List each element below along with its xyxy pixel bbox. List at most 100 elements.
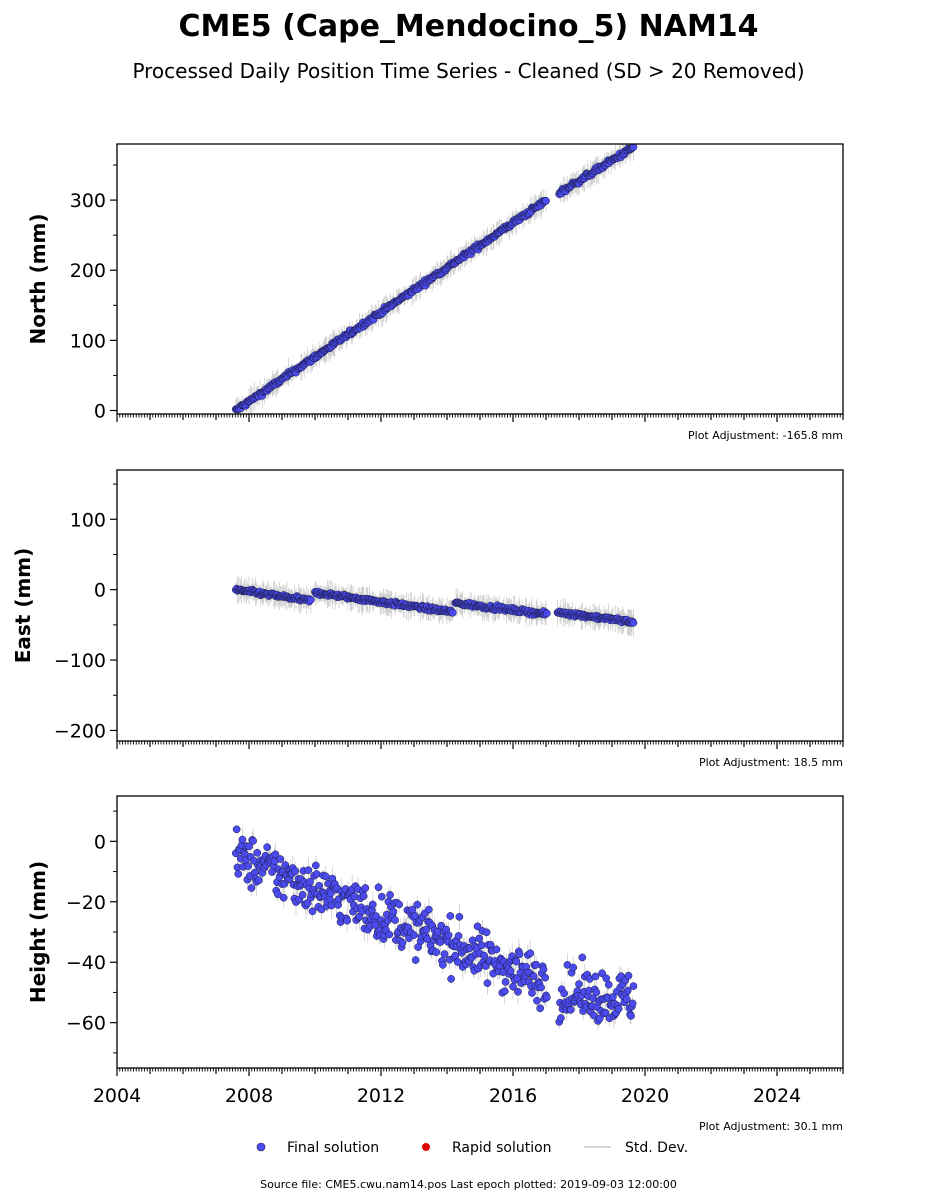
- x-tick-label: 2016: [489, 1085, 537, 1107]
- north-panel: 0 100 200 300 North (mm) Plot Adjustment: -16…: [26, 143, 844, 442]
- final-solution-point: [533, 996, 541, 1005]
- final-solution-point: [255, 876, 263, 885]
- plot-area: [231, 575, 638, 637]
- final-solution-point: [536, 1004, 545, 1013]
- final-solution-point: [578, 953, 587, 962]
- final-solution-point: [480, 951, 488, 960]
- final-solution-point: [377, 892, 386, 901]
- final-solution-point: [311, 861, 320, 870]
- final-solution-point: [307, 595, 315, 604]
- final-solution-point: [386, 891, 394, 899]
- final-solution-point: [268, 868, 276, 876]
- x-tick-label: 2024: [753, 1085, 801, 1107]
- final-solution-point: [448, 608, 457, 617]
- final-solution-point: [566, 1005, 575, 1014]
- y-tick-label: −200: [54, 720, 106, 742]
- final-solution-point: [276, 855, 285, 863]
- final-solution-point: [279, 893, 288, 902]
- final-solution-point: [542, 993, 551, 1002]
- y-tick-label: −20: [66, 892, 106, 914]
- plot-area: [231, 825, 638, 1030]
- final-solution-point: [413, 900, 422, 909]
- final-solution-point: [482, 928, 491, 937]
- figure-subtitle: Processed Daily Position Time Series - C…: [132, 59, 804, 83]
- final-solution-point: [439, 961, 447, 969]
- final-solution-point: [298, 890, 307, 899]
- y-tick-label: 100: [70, 509, 106, 531]
- final-solution-point: [440, 950, 449, 958]
- x-tick-label: 2004: [93, 1085, 141, 1107]
- final-solution-point: [532, 960, 540, 969]
- final-solution-point: [575, 980, 583, 988]
- final-solution-point: [447, 975, 455, 983]
- final-solution-point: [628, 999, 637, 1008]
- x-tick-label: 2012: [357, 1085, 405, 1107]
- final-solution-point: [592, 988, 601, 997]
- final-solution-point: [361, 884, 370, 892]
- final-solution-point: [398, 938, 407, 947]
- final-solution-point: [312, 870, 321, 878]
- final-solution-point: [526, 949, 535, 958]
- final-solution-point: [604, 980, 613, 989]
- final-solution-point: [372, 912, 380, 920]
- final-solution-point: [395, 900, 403, 909]
- y-tick-label: −100: [54, 650, 106, 672]
- final-solution-point: [315, 881, 323, 890]
- final-solution-point: [249, 837, 257, 845]
- final-solution-point: [614, 1005, 623, 1013]
- final-solution-point: [321, 872, 330, 881]
- final-solution-point: [591, 972, 600, 981]
- plot-area: [231, 144, 638, 414]
- y-tick-label: −40: [66, 952, 106, 974]
- final-solution-point: [602, 974, 611, 983]
- final-solution-point: [410, 931, 418, 939]
- final-solution-point: [423, 935, 432, 943]
- final-solution-point: [368, 900, 377, 909]
- final-solution-point: [483, 979, 492, 987]
- final-solution-point: [595, 1014, 604, 1023]
- final-solution-point: [529, 972, 538, 981]
- final-solution-point: [446, 912, 455, 920]
- final-solution-point: [455, 912, 464, 921]
- final-solution-point: [425, 905, 433, 914]
- final-solution-point: [304, 866, 313, 874]
- final-solution-point: [560, 989, 569, 998]
- east-panel: −200 −100 0 100 East (mm) Plot Adjustment: 18…: [11, 469, 844, 769]
- final-solution-point: [528, 989, 536, 997]
- final-solution-point: [389, 907, 398, 916]
- final-solution-point: [444, 931, 453, 940]
- final-solution-point: [475, 934, 484, 943]
- x-tick-label: 2020: [621, 1085, 669, 1107]
- final-solution-point: [629, 144, 638, 151]
- y-tick-label: 200: [70, 260, 106, 282]
- final-solution-point: [271, 850, 280, 859]
- final-solution-point: [244, 862, 253, 870]
- final-solution-point: [500, 987, 509, 996]
- y-tick-label: −60: [66, 1013, 106, 1035]
- final-solution-point: [454, 932, 463, 940]
- legend-rapid-label: Rapid solution: [452, 1140, 552, 1156]
- y-tick-label: 0: [94, 400, 106, 422]
- plot-adjustment-note: Plot Adjustment: 30.1 mm: [699, 1120, 843, 1133]
- legend-final-marker: [256, 1142, 266, 1152]
- final-solution-point: [623, 986, 632, 995]
- final-solution-point: [432, 948, 441, 957]
- final-solution-point: [537, 983, 545, 992]
- final-solution-point: [291, 867, 300, 875]
- legend-rapid-marker: [422, 1143, 430, 1151]
- final-solution-point: [253, 848, 262, 857]
- final-solution-point: [359, 892, 368, 901]
- final-solution-point: [232, 825, 241, 834]
- data-points: [231, 584, 638, 627]
- final-solution-point: [512, 957, 521, 966]
- final-solution-point: [501, 978, 510, 986]
- y-axis-label: East (mm): [11, 548, 35, 664]
- figure-title: CME5 (Cape_Mendocino_5) NAM14: [178, 9, 758, 44]
- y-axis-label: North (mm): [26, 213, 50, 344]
- final-solution-point: [557, 1014, 565, 1022]
- x-tick-label: 2008: [225, 1085, 273, 1107]
- final-solution-point: [238, 835, 247, 844]
- legend-stddev-label: Std. Dev.: [625, 1140, 688, 1156]
- final-solution-point: [308, 907, 317, 916]
